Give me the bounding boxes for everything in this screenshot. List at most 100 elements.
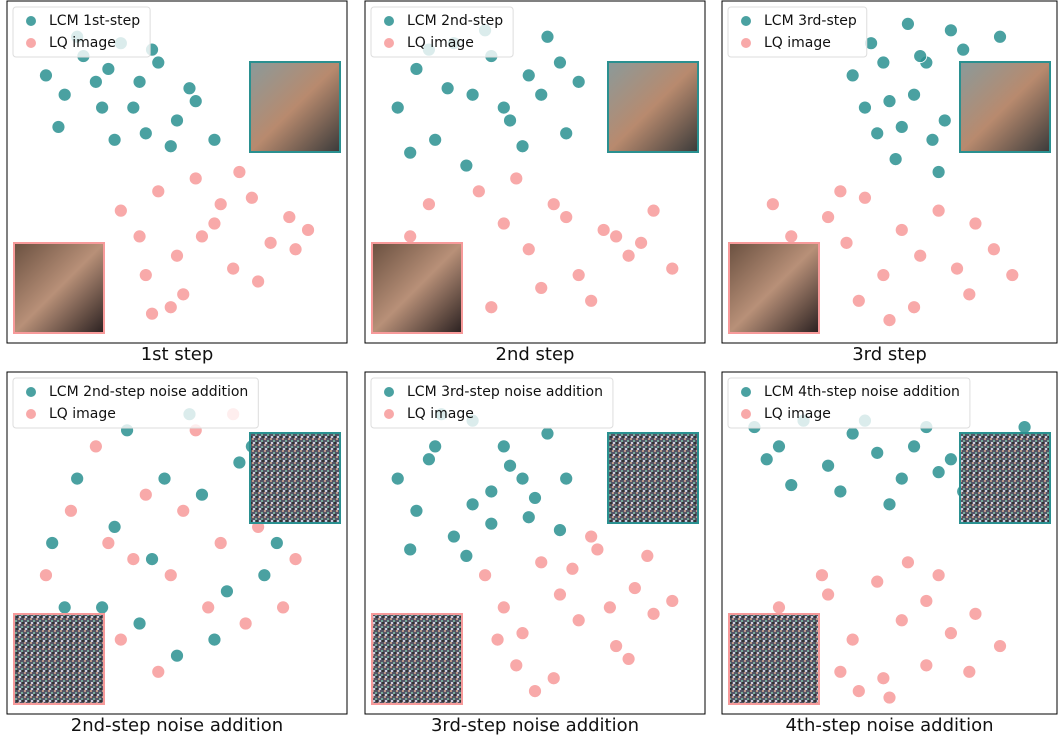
scatter-point (282, 210, 297, 224)
scatter-point (403, 542, 418, 557)
legend-marker (26, 16, 36, 26)
scatter-point (213, 536, 228, 550)
scatter-point (858, 190, 872, 205)
panel-caption: 1st step (141, 344, 214, 365)
scatter-point (151, 55, 166, 70)
scatter-point (490, 632, 505, 647)
scatter-point (95, 600, 110, 615)
scatter-point (409, 62, 424, 76)
legend-box (727, 6, 868, 58)
scatter-point (232, 455, 247, 470)
scatter-point (528, 684, 542, 699)
legend-marker (741, 409, 751, 419)
scatter-point (962, 287, 977, 302)
scatter-point (821, 458, 835, 473)
scatter-point (95, 100, 110, 115)
scatter-point (894, 613, 909, 628)
panel-frame (364, 0, 706, 344)
panel-caption: 3rd-step noise addition (431, 715, 639, 736)
scatter-point (170, 648, 184, 663)
scatter-point (765, 197, 780, 212)
scatter-point (126, 552, 141, 566)
scatter-point (1005, 268, 1020, 282)
scatter-point (845, 426, 860, 441)
panel-caption: 3rd step (852, 344, 927, 365)
scatter-point (571, 613, 586, 628)
scatter-point (950, 261, 964, 276)
scatter-point (901, 16, 915, 31)
scatter-point (602, 600, 617, 615)
scatter-point (138, 268, 153, 282)
scatter-point (534, 555, 549, 570)
scatter-point (151, 664, 166, 679)
output-thumbnail (607, 432, 699, 524)
legend-box (12, 377, 259, 429)
scatter-point (170, 248, 184, 263)
scatter-point (565, 561, 580, 576)
scatter-point (553, 55, 567, 70)
scatter-point (784, 229, 799, 244)
scatter-point (882, 313, 897, 328)
legend-label: LCM 3rd-step noise addition (407, 384, 603, 400)
legend-label: LCM 2nd-step (407, 13, 503, 29)
scatter-point (201, 600, 216, 615)
scatter-point (993, 29, 1007, 44)
scatter-point (931, 165, 946, 179)
scatter-point (609, 639, 624, 653)
scatter-point (409, 503, 424, 518)
scatter-point (145, 552, 159, 566)
scatter-point (465, 87, 480, 102)
scatter-point (553, 587, 567, 602)
scatter-point (986, 242, 1001, 257)
scatter-point (138, 126, 153, 141)
scatter-point (521, 68, 536, 83)
scatter-point (772, 600, 786, 615)
scatter-point (403, 145, 418, 160)
legend-label: LCM 2nd-step noise addition (49, 384, 248, 400)
legend: LCM 2nd-step LQ image (370, 6, 514, 58)
scatter-point (45, 536, 60, 550)
legend: LCM 3rd-step LQ image (727, 6, 868, 58)
panel-frame (364, 371, 706, 715)
panel-caption: 2nd step (496, 344, 575, 365)
scatter-point (151, 184, 166, 199)
scatter-point (446, 529, 461, 544)
scatter-point (534, 281, 549, 295)
scatter-point (213, 197, 228, 212)
scatter-point (39, 568, 53, 583)
scatter-point (176, 503, 191, 518)
scatter-point (858, 100, 872, 115)
scatter-point (876, 55, 891, 70)
panel-caption: 4th-step noise addition (785, 715, 993, 736)
scatter-point (931, 568, 946, 583)
lq-thumbnail (371, 613, 463, 705)
scatter-point (226, 261, 241, 276)
scatter-point (634, 235, 648, 250)
scatter-point (876, 671, 891, 686)
legend-label: LQ image (764, 35, 831, 51)
scatter-point (163, 568, 178, 583)
panel-frame (6, 0, 348, 344)
scatter-point (113, 203, 128, 218)
legend-marker (384, 38, 394, 48)
legend: LCM 2nd-step noise addition LQ image (12, 377, 259, 429)
scatter-point (882, 94, 897, 109)
legend-label: LQ image (49, 406, 116, 422)
legend-marker (384, 16, 394, 26)
scatter-point (257, 568, 272, 583)
panel: LCM 1st-step LQ image 1st step (6, 0, 348, 365)
scatter-point (195, 487, 209, 502)
scatter-point (440, 81, 455, 96)
panel-frame (721, 371, 1058, 715)
legend-box (727, 377, 971, 429)
scatter-point (163, 300, 178, 315)
scatter-point (515, 471, 530, 486)
scatter-point (919, 658, 934, 673)
scatter-point (244, 190, 259, 205)
scatter-point (870, 445, 885, 460)
scatter-point (546, 671, 561, 686)
output-thumbnail (959, 61, 1051, 153)
scatter-point (509, 171, 524, 186)
scatter-point (665, 261, 680, 276)
scatter-point (503, 113, 517, 128)
